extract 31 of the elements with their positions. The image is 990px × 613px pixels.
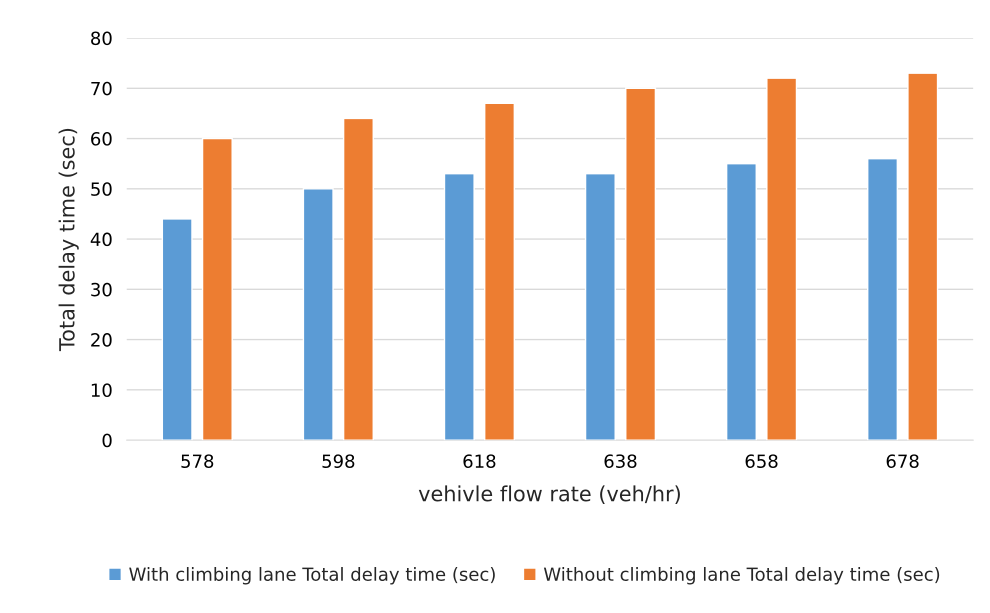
bar — [726, 162, 757, 440]
bar — [342, 118, 374, 440]
bar — [867, 158, 898, 440]
y-tick-label: 70 — [91, 82, 112, 96]
x-tick-label: 678 — [886, 454, 919, 468]
y-tick-label: 40 — [90, 232, 112, 246]
x-axis-title: vehivle flow rate (veh/hr) — [418, 485, 680, 504]
x-tick-label: 658 — [746, 454, 778, 468]
y-tick-label: 80 — [91, 31, 112, 46]
bar — [766, 78, 798, 440]
bar — [202, 138, 233, 440]
x-tick-label: 578 — [181, 454, 214, 468]
legend-label: With climbing lane Total delay time (sec) — [129, 567, 495, 584]
y-axis-title: Total delay time (sec) — [58, 128, 79, 352]
bar — [444, 173, 475, 440]
bar — [625, 88, 656, 440]
y-tick-label: 60 — [91, 132, 112, 146]
y-tick-label: 30 — [91, 282, 112, 296]
legend-label: Without climbing lane Total delay time (sec) — [544, 567, 940, 584]
bar — [162, 218, 193, 440]
y-tick-label: 50 — [91, 182, 112, 196]
bar — [907, 72, 938, 440]
y-tick-label: 20 — [91, 333, 112, 347]
x-tick-label: 618 — [463, 454, 496, 468]
bar — [484, 102, 516, 440]
y-tick-label: 0 — [102, 434, 112, 448]
x-tick-label: 638 — [604, 454, 636, 468]
x-tick-label: 598 — [322, 454, 354, 468]
y-tick-label: 10 — [92, 383, 112, 397]
bar — [302, 188, 334, 440]
bar — [584, 173, 616, 440]
